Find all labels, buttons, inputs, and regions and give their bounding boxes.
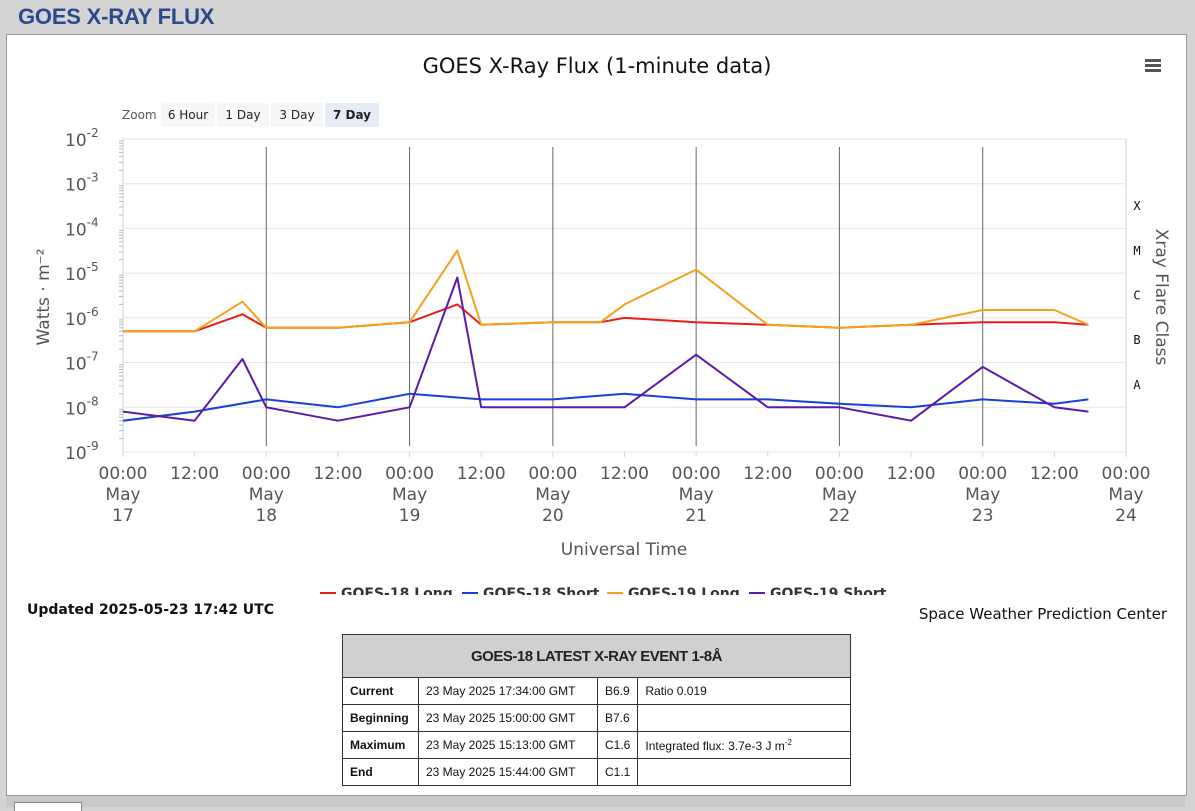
x-tick-label: 00:00 (385, 464, 434, 484)
page-header-title: GOES X-RAY FLUX (18, 4, 215, 29)
x-tick-label: 00:00 (672, 464, 721, 484)
x-tick-label: May (965, 485, 1000, 505)
source-credit: Space Weather Prediction Center (918, 605, 1167, 623)
event-row-label: End (342, 758, 419, 786)
flare-class-label: X (1133, 199, 1141, 213)
series-line-goes-19-long (123, 249, 1089, 333)
event-row: Maximum 23 May 2025 15:13:00 GMT C1.6 Integ… (342, 731, 851, 759)
x-tick-label: 22 (829, 506, 851, 526)
x-tick-label: May (105, 485, 140, 505)
x-tick-label: May (1108, 485, 1143, 505)
event-row-date: 23 May 2025 17:34:00 GMT (418, 677, 598, 705)
y-tick-label: 10-4 (65, 215, 99, 240)
x-tick-label: 18 (255, 506, 277, 526)
x-tick-label: 12:00 (170, 464, 219, 484)
chart-title: GOES X-Ray Flux (1-minute data) (423, 54, 772, 78)
y-axis-title: Watts · m⁻² (34, 249, 54, 346)
x-tick-label: May (249, 485, 284, 505)
x-tick-label: 00:00 (815, 464, 864, 484)
legend-item-label: GOES-19 Short (770, 586, 887, 595)
zoom-label: Zoom (122, 108, 157, 122)
x-tick-label: 21 (685, 506, 707, 526)
event-table-title: GOES-18 LATEST X-RAY EVENT 1-8Å (342, 634, 851, 678)
legend-item-label: GOES-19 Long (628, 586, 740, 595)
x-tick-label: 12:00 (600, 464, 649, 484)
series-line-goes-18-short (122, 392, 1089, 422)
legend-item-label: GOES-18 Short (483, 586, 600, 595)
zoom-button-1-day[interactable] (217, 103, 269, 127)
event-row-note: Integrated flux: 3.7e-3 J m-2 (637, 731, 851, 759)
x-tick-label: May (535, 485, 570, 505)
zoom-button-label: 7 Day (333, 108, 371, 122)
x-tick-label: 23 (972, 506, 994, 526)
x-tick-label: 00:00 (1102, 464, 1151, 484)
x-tick-label: 12:00 (313, 464, 362, 484)
flare-class-label: M (1133, 244, 1140, 258)
event-row-note-sup: -2 (784, 737, 792, 747)
series-line-goes-19-short (122, 276, 1089, 422)
x-tick-label: 20 (542, 506, 564, 526)
x-axis-title: Universal Time (561, 540, 687, 560)
zoom-button-label: 1 Day (225, 108, 260, 122)
x-tick-label: 12:00 (887, 464, 936, 484)
flare-class-label: A (1133, 378, 1141, 392)
zoom-button-3-day[interactable] (271, 103, 323, 127)
x-tick-label: 12:00 (457, 464, 506, 484)
x-tick-label: 00:00 (242, 464, 291, 484)
event-row: End 23 May 2025 15:44:00 GMT C1.1 (342, 758, 851, 786)
event-row-note (637, 704, 851, 732)
event-row-class: B7.6 (596, 704, 639, 732)
event-row: Beginning 23 May 2025 15:00:00 GMT B7.6 (342, 704, 851, 732)
event-row-class: C1.6 (596, 731, 639, 759)
zoom-button-7-day[interactable] (325, 103, 379, 127)
flare-class-label: B (1133, 333, 1140, 347)
zoom-button-label: 3 Day (279, 108, 314, 122)
chart-panel: GOES X-Ray Flux (1-minute data) Zoom 6 Hou… (6, 34, 1187, 796)
event-row-note (637, 758, 851, 786)
x-tick-label: 19 (399, 506, 421, 526)
event-row-date: 23 May 2025 15:13:00 GMT (418, 731, 598, 759)
x-tick-label: 00:00 (958, 464, 1007, 484)
plot-area (122, 138, 1127, 453)
y-tick-label: 10-5 (65, 260, 99, 285)
flare-class-label: C (1133, 289, 1140, 303)
y-tick-label: 10-6 (65, 305, 99, 330)
x-tick-label: May (679, 485, 714, 505)
x-tick-label: 12:00 (743, 464, 792, 484)
zoom-button-6-hour[interactable] (161, 103, 215, 127)
x-tick-label: 17 (112, 506, 134, 526)
event-row-date: 23 May 2025 15:44:00 GMT (418, 758, 598, 786)
x-tick-label: May (392, 485, 427, 505)
event-row-label: Maximum (342, 731, 419, 759)
event-row-label: Current (342, 677, 419, 705)
latest-event-table: GOES-18 LATEST X-RAY EVENT 1-8Å Current 2… (342, 634, 851, 786)
x-tick-label: 00:00 (528, 464, 577, 484)
y-tick-label: 10-3 (65, 171, 99, 196)
y2-axis-title: Xray Flare Class (1151, 229, 1171, 366)
x-tick-label: May (822, 485, 857, 505)
legend-item-label: GOES-18 Long (341, 586, 453, 595)
bottom-tab-strip (6, 796, 1185, 807)
event-row-class: C1.1 (596, 758, 639, 786)
y-tick-label: 10-9 (65, 439, 99, 464)
x-tick-label: 24 (1115, 506, 1137, 526)
y-tick-label: 10-2 (65, 126, 99, 151)
event-row-date: 23 May 2025 15:00:00 GMT (418, 704, 598, 732)
event-row-note: Ratio 0.019 (637, 677, 851, 705)
zoom-button-label: 6 Hour (168, 108, 208, 122)
event-row-label: Beginning (342, 704, 419, 732)
xray-flux-chart: GOES X-Ray Flux (1-minute data) Zoom 6 Hou… (34, 54, 1171, 595)
event-row-class: B6.9 (596, 677, 639, 705)
y-tick-label: 10-8 (65, 394, 99, 419)
hamburger-menu-icon[interactable] (1145, 59, 1161, 72)
event-row: Current 23 May 2025 17:34:00 GMT B6.9 Ratio… (342, 677, 851, 705)
x-tick-label: 00:00 (99, 464, 148, 484)
x-tick-label: 12:00 (1030, 464, 1079, 484)
page-header: GOES X-RAY FLUX (0, 0, 1195, 33)
y-tick-label: 10-7 (65, 350, 99, 375)
updated-timestamp: Updated 2025-05-23 17:42 UTC (27, 602, 274, 618)
